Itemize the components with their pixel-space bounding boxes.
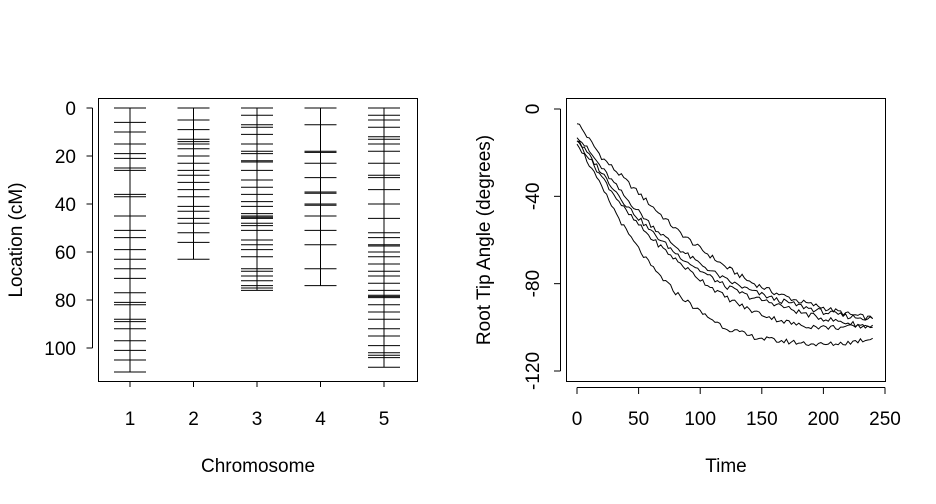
genetic-map-x-tick-label: 3 xyxy=(252,409,263,430)
root-tip-angle-x-tick-label: 50 xyxy=(628,409,649,430)
genetic-map-y-ticks: 0 20 40 60 80 100 xyxy=(44,99,93,360)
genetic-map-markers xyxy=(114,107,400,373)
root-tip-angle-y-tick-label: -80 xyxy=(523,270,544,297)
root-tip-angle-y-tick-label: -120 xyxy=(523,352,544,390)
root-tip-angle-y-axis-title: Root Tip Angle (degrees) xyxy=(474,135,495,345)
root-tip-angle-y-tick-label: 0 xyxy=(523,104,544,115)
root-tip-angle-panel: 0 50 100 150 200 250 0 -40 -80 -120 Time Root Ti… xyxy=(474,98,901,477)
root-tip-angle-x-tick-label: 150 xyxy=(746,409,778,430)
genetic-map-x-tick-label: 5 xyxy=(379,409,390,430)
genetic-map-x-tick-label: 2 xyxy=(188,409,199,430)
root-tip-angle-x-ticks: 0 50 100 150 200 250 xyxy=(572,387,901,430)
root-tip-angle-x-tick-label: 200 xyxy=(808,409,840,430)
genetic-map-y-tick-label: 60 xyxy=(55,243,76,264)
genetic-map-y-tick-label: 80 xyxy=(55,291,76,312)
root-tip-angle-trace-2 xyxy=(576,137,873,321)
genetic-map-y-tick-label: 0 xyxy=(65,99,76,120)
root-tip-angle-x-axis-title: Time xyxy=(705,456,747,477)
genetic-map-plot-frame xyxy=(98,98,418,382)
genetic-map-y-tick-label: 20 xyxy=(55,147,76,168)
genetic-map-y-tick-label: 40 xyxy=(55,195,76,216)
root-tip-angle-trace-3 xyxy=(576,140,873,329)
root-tip-angle-trace-1 xyxy=(576,123,874,321)
genetic-map-panel: 0 20 40 60 80 100 1 2 3 4 5 Chromosome Location (… xyxy=(6,98,418,477)
root-tip-angle-x-tick-label: 0 xyxy=(572,409,583,430)
root-tip-angle-plot-frame xyxy=(566,98,886,382)
root-tip-angle-trace-4 xyxy=(576,140,874,331)
root-tip-angle-y-tick-label: -40 xyxy=(523,183,544,210)
root-tip-angle-x-tick-label: 100 xyxy=(684,409,716,430)
genetic-map-x-tick-label: 1 xyxy=(125,409,136,430)
genetic-map-x-axis-title: Chromosome xyxy=(201,456,315,477)
root-tip-angle-x-tick-label: 250 xyxy=(869,409,901,430)
genetic-map-x-tick-label: 4 xyxy=(315,409,326,430)
root-tip-angle-y-ticks: 0 -40 -80 -120 xyxy=(523,104,561,390)
root-tip-angle-trace-5 xyxy=(576,143,873,347)
root-tip-angle-traces xyxy=(576,123,874,347)
genetic-map-x-ticks: 1 2 3 4 5 xyxy=(125,381,390,430)
genetic-map-y-axis-title: Location (cM) xyxy=(6,182,27,297)
genetic-map-y-tick-label: 100 xyxy=(44,339,76,360)
